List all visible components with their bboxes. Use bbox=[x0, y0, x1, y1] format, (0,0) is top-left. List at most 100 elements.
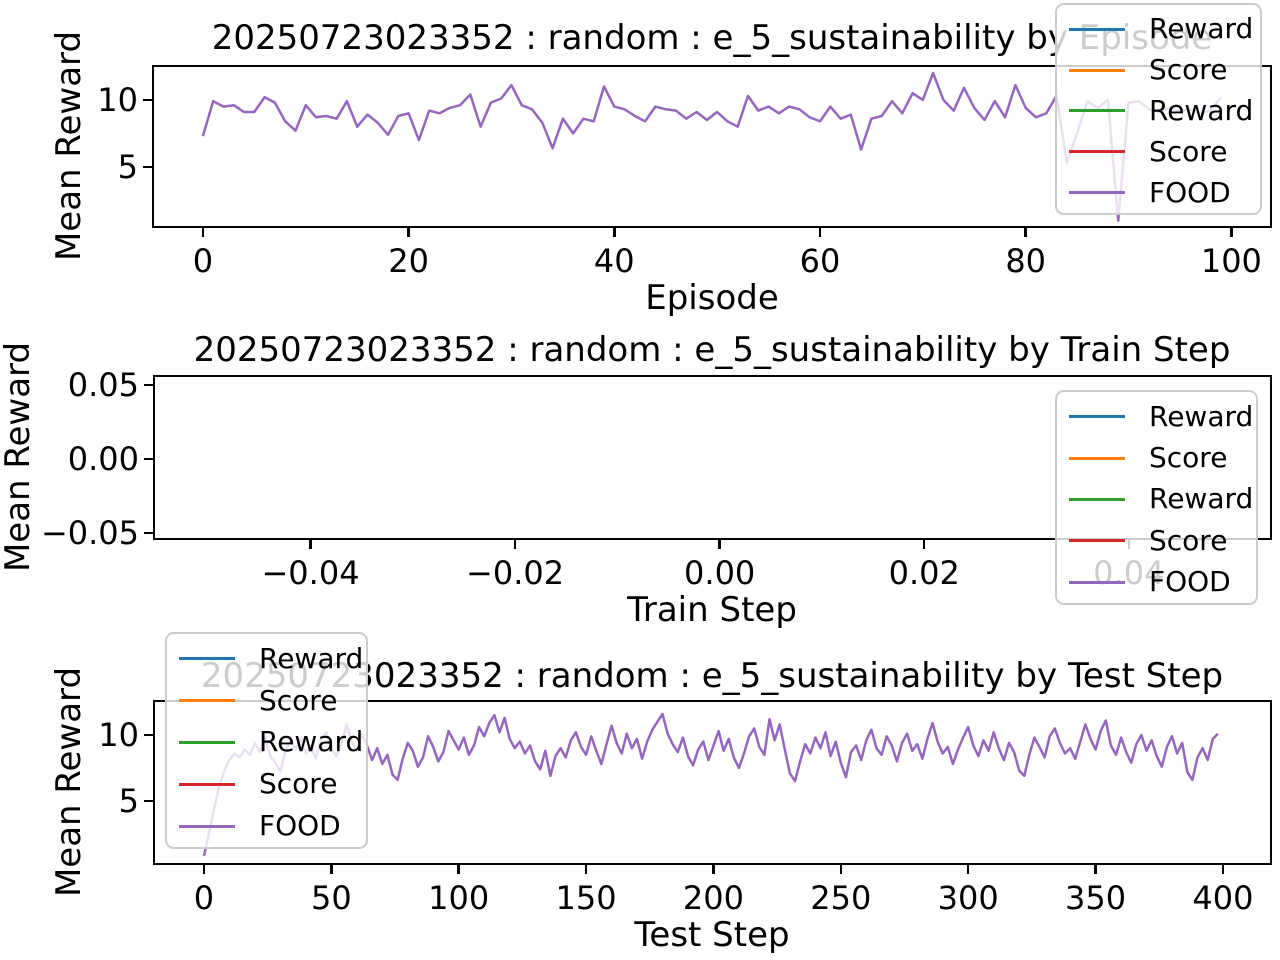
legend-entry: Score bbox=[1069, 50, 1260, 91]
x-tick-mark bbox=[613, 228, 616, 237]
legend-label: Score bbox=[259, 767, 338, 801]
legend-line-swatch bbox=[1069, 539, 1125, 543]
plot-area bbox=[201, 71, 1223, 222]
x-tick-label: 400 bbox=[1192, 879, 1254, 917]
y-tick-label: 0.00 bbox=[67, 440, 139, 479]
y-tick-mark bbox=[143, 165, 152, 169]
legend-entry: FOOD bbox=[1069, 172, 1260, 213]
x-tick-label: 60 bbox=[799, 242, 841, 280]
legend: Reward Score Reward Score FOOD bbox=[1055, 390, 1258, 605]
legend-label: FOOD bbox=[1149, 565, 1231, 599]
legend-line-swatch bbox=[179, 824, 235, 828]
x-tick-label: 100 bbox=[1200, 242, 1262, 280]
legend-line-swatch bbox=[1069, 580, 1125, 584]
x-tick-mark bbox=[839, 865, 843, 874]
legend-line-swatch bbox=[1069, 415, 1125, 419]
legend-label: FOOD bbox=[1149, 175, 1231, 209]
legend-entry: Score bbox=[179, 680, 366, 722]
chart-title: 20250723023352 : random : e_5_sustainabi… bbox=[200, 656, 1224, 696]
legend-line-swatch bbox=[179, 782, 235, 786]
x-tick-label: 100 bbox=[428, 879, 490, 917]
x-tick-label: 80 bbox=[1005, 242, 1047, 280]
y-tick-label: 10 bbox=[97, 80, 138, 119]
y-tick-mark bbox=[144, 457, 153, 461]
data-line-food bbox=[201, 71, 1223, 222]
y-tick-mark bbox=[144, 733, 153, 737]
x-tick-mark bbox=[1221, 865, 1225, 874]
legend-entry: Score bbox=[1069, 131, 1260, 172]
legend-line-swatch bbox=[1069, 68, 1125, 72]
x-tick-mark bbox=[718, 540, 721, 549]
x-tick-label: 150 bbox=[555, 879, 617, 917]
x-axis-label: Episode bbox=[645, 278, 779, 318]
chart-title: 20250723023352 : random : e_5_sustainabi… bbox=[211, 18, 1213, 58]
legend-line-swatch bbox=[179, 740, 235, 744]
x-tick-mark bbox=[202, 865, 206, 874]
x-axis-label: Train Step bbox=[627, 590, 797, 630]
legend-label: Score bbox=[1149, 523, 1228, 557]
y-tick-label: −0.05 bbox=[40, 514, 139, 553]
legend-entry: Reward bbox=[1069, 91, 1260, 132]
legend-label: Score bbox=[259, 683, 338, 717]
x-tick-label: 20 bbox=[388, 242, 429, 280]
x-tick-mark bbox=[309, 540, 312, 549]
legend-line-swatch bbox=[179, 657, 235, 661]
legend-entry: Score bbox=[1069, 520, 1256, 561]
legend-line-swatch bbox=[1069, 456, 1125, 460]
x-tick-label: 0 bbox=[192, 242, 214, 280]
x-tick-mark bbox=[330, 865, 333, 874]
axes-frame bbox=[153, 700, 1272, 865]
x-tick-label: 0.00 bbox=[684, 554, 756, 592]
plot-area bbox=[202, 712, 1219, 857]
x-tick-label: −0.04 bbox=[261, 554, 360, 592]
legend-line-swatch bbox=[1069, 27, 1125, 31]
legend-entry: Reward bbox=[179, 638, 366, 680]
x-tick-label: 40 bbox=[593, 242, 635, 280]
legend-entry: Reward bbox=[1069, 396, 1256, 437]
y-tick-mark bbox=[144, 799, 153, 803]
y-tick-mark bbox=[143, 98, 152, 102]
y-tick-label: 5 bbox=[117, 147, 138, 186]
legend: Reward Score Reward Score FOOD bbox=[165, 632, 368, 849]
chart-title: 20250723023352 : random : e_5_sustainabi… bbox=[193, 330, 1231, 370]
x-tick-mark bbox=[712, 865, 715, 874]
legend-label: Score bbox=[1149, 441, 1228, 475]
x-tick-label: 50 bbox=[310, 879, 352, 917]
x-tick-label: 0.02 bbox=[888, 554, 960, 592]
legend-entry: Reward bbox=[179, 722, 366, 764]
legend-line-swatch bbox=[1069, 109, 1125, 113]
legend-label: Reward bbox=[1149, 399, 1254, 433]
x-tick-label: 200 bbox=[682, 879, 744, 917]
x-tick-label: 300 bbox=[937, 879, 999, 917]
x-tick-mark bbox=[457, 865, 460, 874]
x-tick-mark bbox=[201, 228, 205, 237]
legend-line-swatch bbox=[1069, 497, 1125, 501]
legend-entry: Score bbox=[179, 763, 366, 805]
legend-line-swatch bbox=[1069, 150, 1125, 154]
x-tick-mark bbox=[1230, 228, 1233, 237]
legend-entry: Score bbox=[1069, 437, 1256, 478]
legend: Reward Score Reward Score FOOD bbox=[1055, 3, 1262, 215]
x-tick-mark bbox=[966, 865, 970, 874]
legend-label: Reward bbox=[259, 725, 364, 759]
x-tick-mark bbox=[1094, 865, 1097, 874]
y-tick-label: 10 bbox=[98, 715, 139, 754]
x-tick-label: 250 bbox=[810, 879, 872, 917]
legend-line-swatch bbox=[179, 699, 235, 703]
data-line-food bbox=[202, 712, 1219, 857]
x-tick-mark bbox=[584, 865, 588, 874]
x-tick-mark bbox=[922, 540, 926, 549]
y-tick-mark bbox=[144, 383, 153, 387]
legend-label: Score bbox=[1149, 134, 1228, 168]
legend-label: Reward bbox=[1149, 12, 1254, 46]
legend-line-swatch bbox=[1069, 191, 1125, 195]
axes-frame bbox=[153, 375, 1272, 540]
legend-label: Reward bbox=[1149, 93, 1254, 127]
x-tick-mark bbox=[407, 228, 410, 237]
y-tick-label: 0.05 bbox=[67, 366, 139, 405]
y-tick-label: 5 bbox=[118, 781, 139, 820]
x-tick-mark bbox=[513, 540, 517, 549]
legend-entry: Reward bbox=[1069, 9, 1260, 50]
x-axis-label: Test Step bbox=[634, 915, 790, 955]
y-tick-mark bbox=[144, 531, 153, 535]
